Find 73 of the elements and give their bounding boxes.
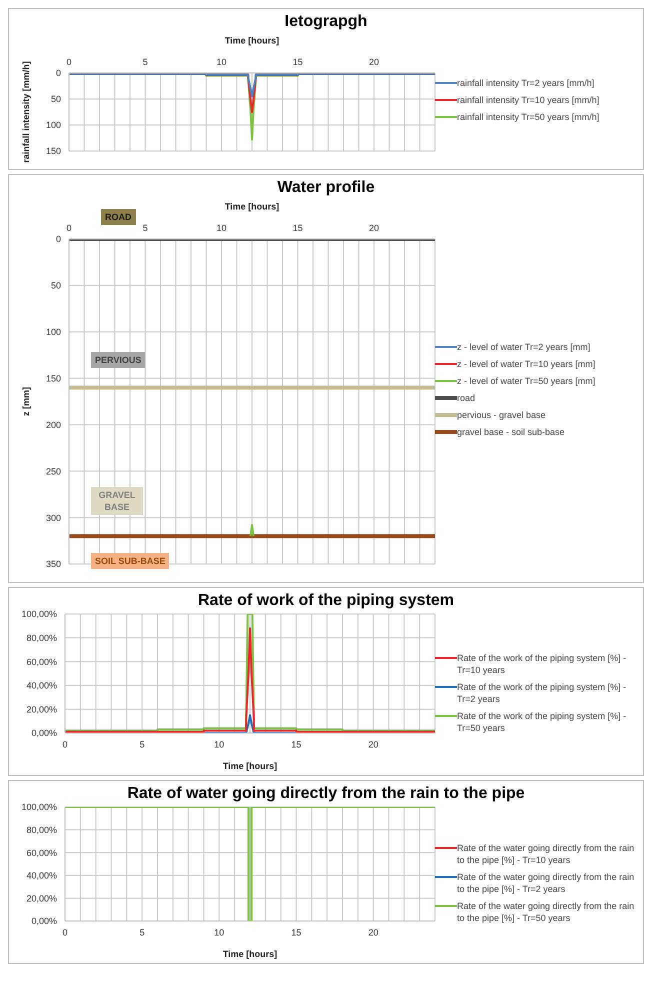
legend-label: Rate of the water going directly from the rain to the pipe [%] - Tr=10 years: [457, 842, 635, 866]
legend-label: z - level of water Tr=10 years [mm]: [457, 358, 596, 370]
y-tick-label: 350: [46, 559, 61, 570]
y-axis-title: rainfall intensity [mm/h]: [21, 61, 32, 163]
legend-label: Rate of the work of the piping system [%] - Tr=10 years: [457, 652, 628, 676]
legend-label: Rate of the water going directly from the rain to the pipe [%] - Tr=50 years: [457, 900, 635, 924]
legend-label: pervious - gravel base: [457, 409, 546, 421]
x-tick-label: 15: [292, 57, 303, 67]
annotation: GRAVEL BASE: [91, 487, 143, 515]
x-tick-label: 10: [216, 223, 227, 233]
x-axis-title: Time [hours]: [222, 949, 278, 959]
legend-label: Rate of the work of the piping system [%] - Tr=50 years: [457, 710, 628, 734]
legend-label: rainfall intensity Tr=10 years [mm/h]: [457, 94, 600, 106]
y-tick-label: 80,00%: [26, 632, 57, 643]
x-tick-label: 0: [66, 223, 72, 233]
x-tick-label: 15: [292, 223, 303, 233]
x-tick-label: 10: [216, 57, 227, 67]
y-tick-label: 200: [46, 420, 61, 430]
y-tick-label: 100,00%: [21, 802, 57, 812]
x-tick-label: 15: [291, 739, 302, 750]
x-tick-label: 5: [142, 223, 148, 233]
x-tick-label: 5: [140, 927, 145, 938]
text: ROAD: [101, 209, 136, 225]
x-tick-label: 5: [140, 739, 145, 750]
y-tick-label: 60,00%: [26, 848, 57, 858]
x-tick-label: 5: [142, 57, 148, 67]
x-tick-label: 20: [368, 739, 378, 750]
x-axis-title: Time [hours]: [222, 761, 278, 771]
x-tick-label: 15: [291, 927, 302, 938]
y-tick-label: 150: [46, 373, 61, 384]
x-tick-label: 0: [62, 739, 68, 750]
legend-label: road: [457, 392, 476, 404]
y-tick-label: 20,00%: [26, 704, 57, 714]
chart-title: Rate of work of the piping system: [196, 591, 456, 610]
y-tick-label: 0,00%: [31, 916, 57, 926]
y-tick-label: 40,00%: [26, 870, 57, 881]
x-axis-title: Time [hours]: [224, 201, 280, 212]
y-tick-label: 60,00%: [26, 656, 57, 667]
y-tick-label: 100: [46, 120, 61, 130]
x-tick-label: 20: [368, 927, 378, 938]
x-tick-label: 20: [368, 57, 380, 67]
chart-title: Rate of water going directly from the rain to the pipe: [126, 784, 526, 803]
y-tick-label: 0: [56, 234, 61, 244]
x-tick-label: 0: [62, 927, 68, 938]
annotation: SOIL SUB-BASE: [91, 553, 170, 569]
legend-label: z - level of water Tr=50 years [mm]: [457, 375, 596, 387]
x-tick-label: 10: [214, 739, 224, 750]
x-tick-label: 0: [66, 57, 72, 67]
y-tick-label: 100,00%: [21, 609, 57, 620]
y-tick-label: 250: [46, 466, 61, 476]
y-tick-label: 50: [50, 94, 61, 104]
x-axis-title: Time [hours]: [224, 35, 280, 46]
legend-label: z - level of water Tr=2 years [mm]: [457, 341, 590, 353]
y-tick-label: 80,00%: [26, 824, 57, 835]
legend-label: rainfall intensity Tr=50 years [mm/h]: [457, 111, 600, 123]
legend-label: Rate of the water going directly from the rain to the pipe [%] - Tr=2 years: [457, 871, 635, 895]
legend-label: gravel base - soil sub-base: [457, 426, 565, 438]
chart-title: Ietograpgh: [284, 12, 368, 31]
x-tick-label: 10: [214, 927, 224, 938]
y-axis-title: z [mm]: [21, 387, 32, 416]
y-tick-label: 20,00%: [26, 893, 57, 904]
x-tick-label: 20: [368, 223, 380, 233]
legend-label: Rate of the work of the piping system [%] - Tr=2 years: [457, 680, 628, 704]
y-tick-label: 50: [50, 280, 61, 291]
y-tick-label: 300: [46, 512, 61, 523]
y-tick-label: 0,00%: [31, 728, 57, 738]
y-tick-label: 150: [46, 146, 61, 156]
y-tick-label: 100: [46, 327, 61, 338]
annotation: PERVIOUS: [91, 352, 146, 368]
chart-title: Water profile: [276, 178, 376, 197]
y-tick-label: 40,00%: [26, 680, 57, 691]
legend-label: rainfall intensity Tr=2 years [mm/h]: [457, 77, 594, 89]
y-tick-label: 0: [56, 68, 61, 78]
